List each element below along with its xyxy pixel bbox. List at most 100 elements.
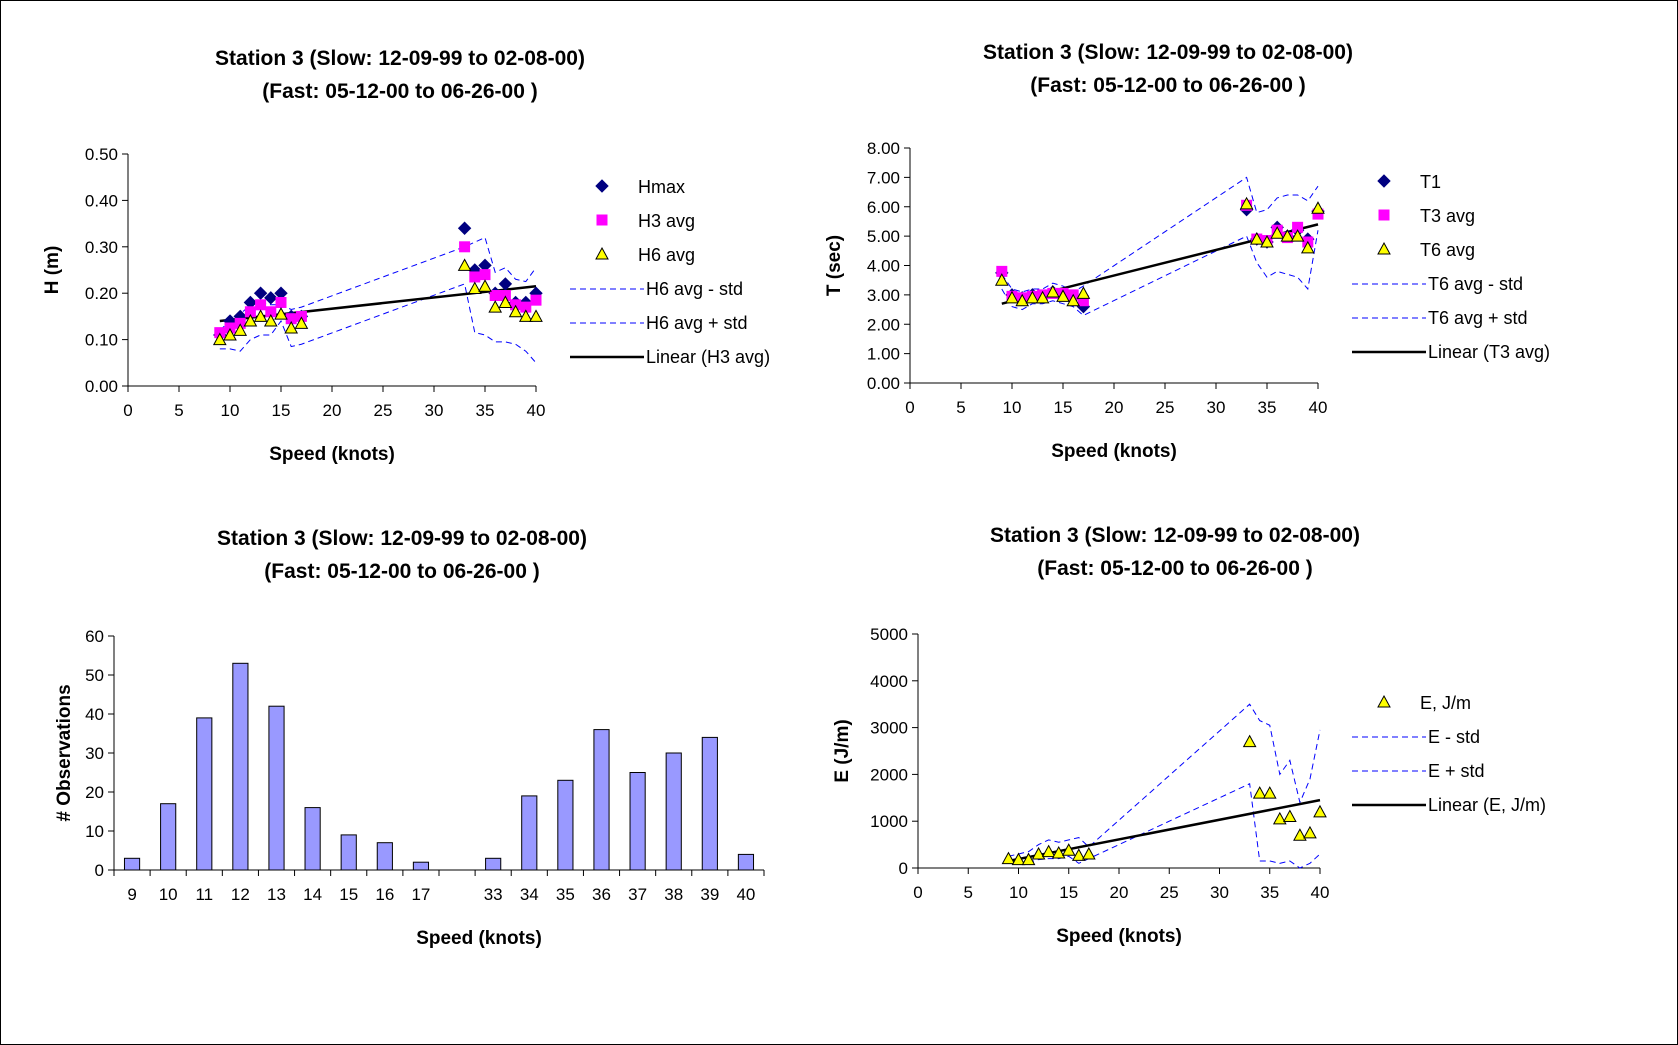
x-tick-label: 35 xyxy=(556,885,575,904)
chart-2: Station 3 (Slow: 12-09-99 to 02-08-00) (F… xyxy=(824,41,1550,462)
bar xyxy=(160,803,177,871)
y-tick-label: 7.00 xyxy=(867,168,900,187)
x-axis-label: Speed (knots) xyxy=(1056,926,1182,947)
y-tick-label: 0.40 xyxy=(85,191,118,210)
point-t6-avg xyxy=(1056,289,1070,302)
legend-symbol xyxy=(1378,209,1390,221)
chart-title: Station 3 (Slow: 12-09-99 to 02-08-00) xyxy=(983,41,1353,64)
legend-label: H6 avg + std xyxy=(646,313,748,333)
point-h6-avg xyxy=(478,279,492,292)
point-e-j-m xyxy=(1252,786,1267,799)
x-tick-label: 10 xyxy=(1009,883,1028,902)
point-t6-avg xyxy=(1076,286,1091,299)
point-h6-avg xyxy=(529,309,543,322)
y-tick-label: 5.00 xyxy=(867,227,900,246)
x-tick-label: 15 xyxy=(1059,883,1078,902)
bar xyxy=(376,842,393,871)
x-tick-label: 36 xyxy=(592,885,611,904)
x-axis-label: Speed (knots) xyxy=(1051,441,1177,462)
point-h6-avg xyxy=(243,313,258,327)
point-h6-avg xyxy=(223,327,237,341)
point-e-j-m xyxy=(1001,851,1016,865)
legend-label: H6 avg - std xyxy=(646,279,743,299)
legend-label: T6 avg - std xyxy=(1428,274,1523,294)
legend-label: T6 avg xyxy=(1420,240,1475,260)
point-t6-avg xyxy=(1239,196,1254,210)
series-line-e-std xyxy=(1008,703,1321,857)
x-axis-label: Speed (knots) xyxy=(269,444,395,465)
bar xyxy=(665,752,682,871)
y-tick-label: 0.00 xyxy=(85,377,118,396)
x-tick-label: 30 xyxy=(1210,883,1229,902)
series-line-t6-avg-std xyxy=(1001,230,1319,317)
legend-symbol xyxy=(596,214,608,226)
x-tick-label: 15 xyxy=(272,401,291,420)
bar xyxy=(593,729,610,871)
x-tick-label: 15 xyxy=(339,885,358,904)
x-tick-label: 40 xyxy=(527,401,546,420)
point-h6-avg xyxy=(518,309,533,322)
point-e-j-m xyxy=(1272,811,1287,825)
legend-symbol xyxy=(1377,694,1391,708)
chart-subtitle: (Fast: 05-12-00 to 06-26-00 ) xyxy=(264,560,539,583)
y-tick-label: 60 xyxy=(85,627,104,646)
point-e-j-m xyxy=(1303,825,1317,839)
point-t6-avg xyxy=(1015,293,1030,307)
chart-4: Station 3 (Slow: 12-09-99 to 02-08-00) (F… xyxy=(832,524,1546,947)
point-e-j-m xyxy=(1293,828,1307,841)
point-t6-avg xyxy=(1260,234,1274,248)
x-tick-label: 12 xyxy=(231,885,250,904)
bar xyxy=(521,795,538,871)
y-tick-label: 0 xyxy=(899,859,908,878)
x-tick-label: 9 xyxy=(127,885,136,904)
y-tick-label: 40 xyxy=(85,705,104,724)
x-tick-label: 35 xyxy=(1258,398,1277,417)
x-tick-label: 35 xyxy=(1260,883,1279,902)
bar xyxy=(304,807,321,871)
x-tick-label: 0 xyxy=(913,883,922,902)
point-e-j-m xyxy=(1242,734,1257,748)
y-tick-label: 4.00 xyxy=(867,257,900,276)
chart-title: Station 3 (Slow: 12-09-99 to 02-08-00) xyxy=(217,527,587,550)
x-tick-label: 38 xyxy=(664,885,683,904)
series-line-h6-avg-std xyxy=(219,283,537,364)
point-t6-avg xyxy=(1280,229,1295,242)
y-tick-label: 50 xyxy=(85,666,104,685)
legend-symbol xyxy=(1377,174,1391,188)
legend-label: E + std xyxy=(1428,761,1485,781)
point-h6-avg xyxy=(212,332,227,346)
legend-label: Linear (T3 avg) xyxy=(1428,342,1550,362)
point-h6-avg xyxy=(457,258,472,271)
chart-subtitle: (Fast: 05-12-00 to 06-26-00 ) xyxy=(1037,557,1312,580)
x-tick-label: 34 xyxy=(520,885,539,904)
y-tick-label: 0.50 xyxy=(85,145,118,164)
point-t6-avg xyxy=(1035,290,1050,304)
point-hmax xyxy=(253,286,268,300)
point-h6-avg xyxy=(508,304,523,318)
point-h6-avg xyxy=(294,316,309,329)
x-tick-label: 37 xyxy=(628,885,647,904)
point-h3-avg xyxy=(459,241,471,253)
x-tick-label: 30 xyxy=(1207,398,1226,417)
x-tick-label: 35 xyxy=(476,401,495,420)
y-axis-label: # Observations xyxy=(54,684,75,821)
bar xyxy=(268,705,285,871)
bar xyxy=(412,861,430,871)
point-h3-avg xyxy=(489,290,501,302)
bar xyxy=(485,857,502,871)
legend-label: T1 xyxy=(1420,172,1441,192)
point-t6-avg xyxy=(1045,284,1060,298)
chart-1: Station 3 (Slow: 12-09-99 to 02-08-00) (F… xyxy=(42,47,770,465)
legend-label: Hmax xyxy=(638,177,685,197)
point-h3-avg xyxy=(275,296,287,308)
point-h6-avg xyxy=(263,313,278,327)
point-t6-avg xyxy=(1290,229,1305,242)
point-e-j-m xyxy=(1021,852,1036,866)
bar xyxy=(737,853,755,871)
point-t6-avg xyxy=(1066,293,1081,307)
x-tick-label: 20 xyxy=(1110,883,1129,902)
y-tick-label: 3000 xyxy=(870,719,908,738)
point-t6-avg xyxy=(1270,226,1285,239)
x-tick-label: 0 xyxy=(905,398,914,417)
